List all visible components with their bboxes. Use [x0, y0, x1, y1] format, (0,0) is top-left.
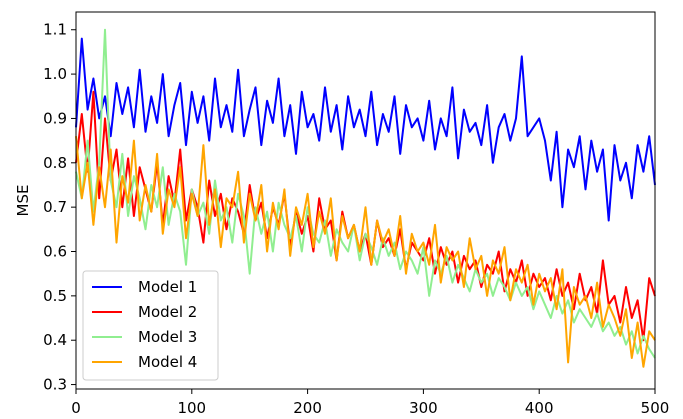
- x-tick-label: 0: [71, 399, 81, 417]
- axes-layer: 0 100 200 300 400 500 0.3 0.4 0.5 0.6 0.7 0.8 0.9 1.0…: [14, 11, 670, 417]
- series-line-model-1: [75, 37, 656, 222]
- legend-box: [82, 270, 219, 381]
- y-tick-label: 0.6: [43, 243, 67, 261]
- x-tick-label: 200: [293, 399, 322, 417]
- legend: Model 1 Model 2 Model 3 Model 4: [82, 270, 219, 381]
- y-tick-label: 0.7: [43, 198, 67, 216]
- x-tick-label: 100: [177, 399, 206, 417]
- y-tick-label: 0.3: [43, 376, 67, 394]
- y-tick-label: 0.4: [43, 331, 67, 349]
- y-axis-label: MSE: [14, 185, 32, 217]
- legend-label-model-1: Model 1: [138, 278, 197, 296]
- x-tick-label: 500: [641, 399, 670, 417]
- y-tick-label: 1.1: [43, 21, 67, 39]
- series-line-model-4: [75, 136, 656, 368]
- plot-frame: [75, 11, 656, 390]
- x-tick-label: 400: [525, 399, 554, 417]
- legend-label-model-2: Model 2: [138, 303, 197, 321]
- x-tick-label: 300: [409, 399, 438, 417]
- y-tick-label: 0.5: [43, 287, 67, 305]
- y-tick-label: 1.0: [43, 65, 67, 83]
- y-tick-label: 0.8: [43, 154, 67, 172]
- series-layer: [75, 28, 656, 368]
- y-tick-label: 0.9: [43, 109, 67, 127]
- legend-label-model-3: Model 3: [138, 328, 197, 346]
- legend-label-model-4: Model 4: [138, 353, 197, 371]
